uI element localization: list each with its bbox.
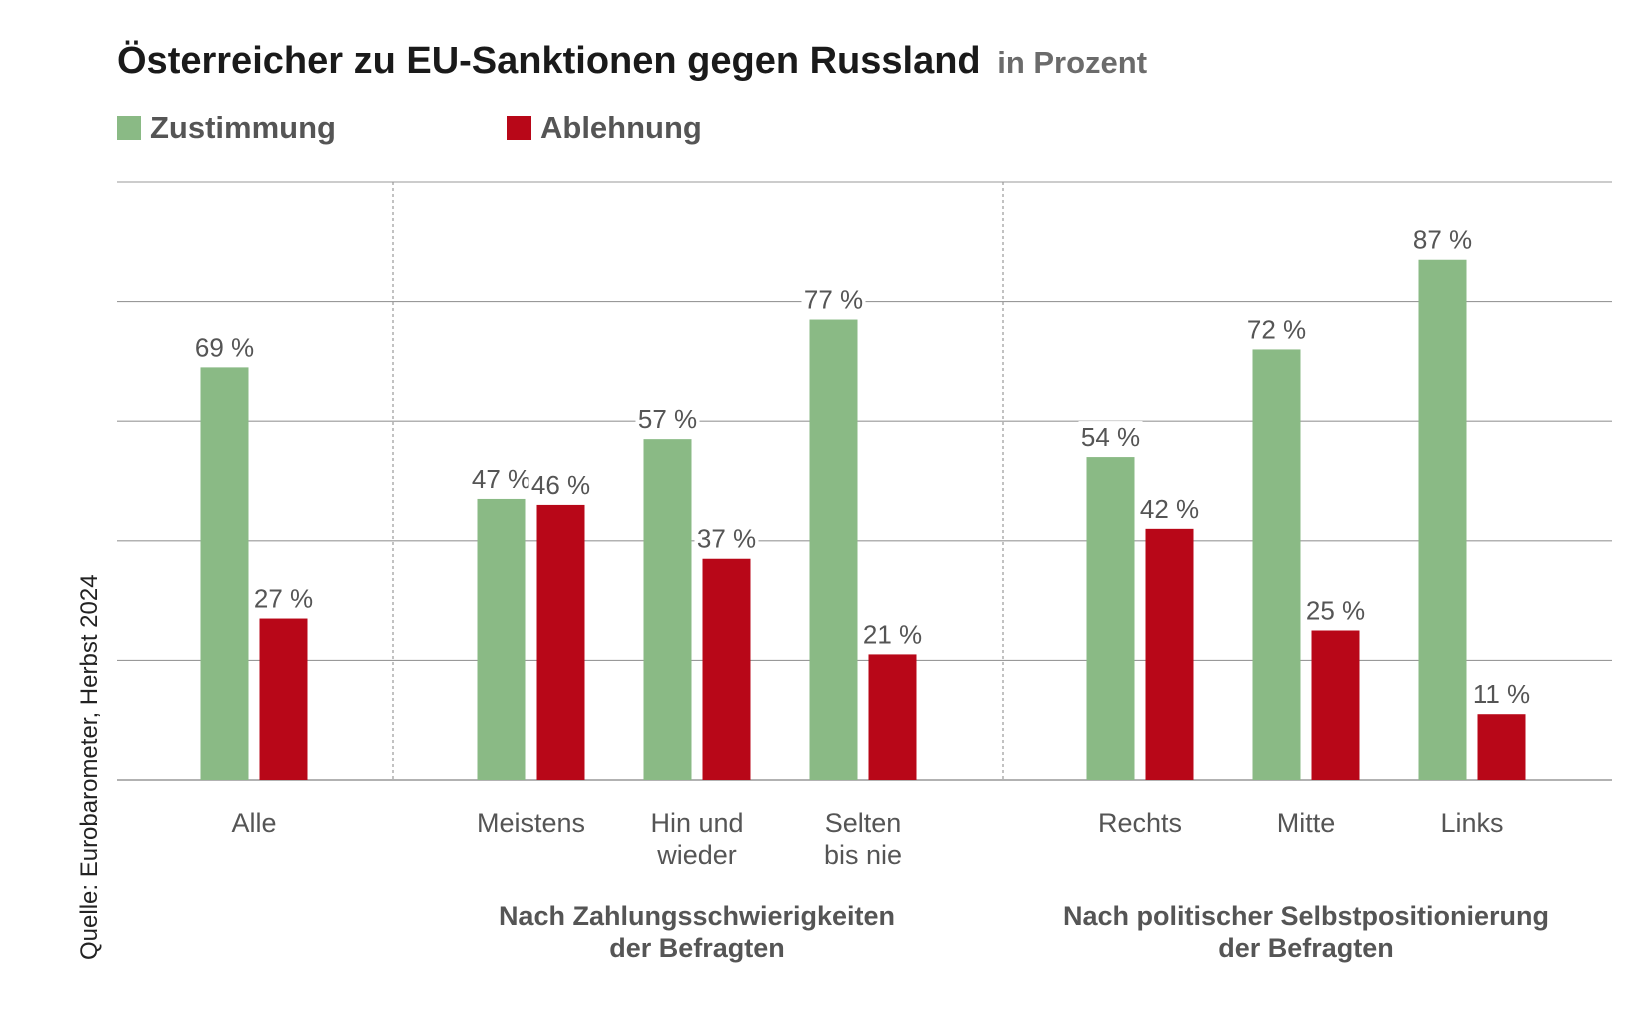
value-label-bg-ablehnung-4	[860, 618, 925, 651]
bar-ablehnung-1	[259, 618, 308, 780]
value-label-ablehnung-3: 37 %	[697, 524, 756, 554]
group-label-1-line-2: der Befragten	[609, 933, 785, 963]
value-label-bg-zustimmung-6	[1244, 313, 1309, 346]
value-label-bg-zustimmung-7	[1410, 223, 1475, 256]
x-tick-label-2-line-1: Meistens	[477, 808, 585, 838]
x-tick-label-4-line-2: bis nie	[824, 840, 902, 870]
legend-item-zustimmung: Zustimmung	[117, 110, 336, 146]
value-label-ablehnung-1: 27 %	[254, 584, 313, 614]
source-note: Quelle: Eurobarometer, Herbst 2024	[76, 574, 103, 960]
bar-ablehnung-5	[1145, 528, 1194, 780]
bar-zustimmung-6	[1252, 349, 1301, 780]
value-label-zustimmung-1: 69 %	[195, 332, 254, 362]
x-tick-label-5-line-1: Rechts	[1098, 808, 1182, 838]
bar-ablehnung-7	[1477, 714, 1526, 780]
bar-zustimmung-2	[477, 498, 526, 780]
value-label-ablehnung-6: 25 %	[1306, 596, 1365, 626]
value-label-bg-ablehnung-1	[251, 582, 316, 615]
value-label-zustimmung-4: 77 %	[804, 285, 863, 315]
value-label-bg-ablehnung-6	[1303, 594, 1368, 627]
legend-item-ablehnung: Ablehnung	[507, 110, 702, 146]
x-tick-label-3-line-2: wieder	[656, 840, 737, 870]
value-label-bg-zustimmung-2	[469, 462, 534, 495]
value-label-zustimmung-6: 72 %	[1247, 314, 1306, 344]
value-label-bg-ablehnung-5	[1137, 492, 1202, 525]
value-label-zustimmung-7: 87 %	[1413, 225, 1472, 255]
value-label-ablehnung-2: 46 %	[531, 470, 590, 500]
chart-title-unit: in Prozent	[997, 45, 1148, 80]
value-label-ablehnung-7: 11 %	[1473, 679, 1530, 709]
group-label-1-line-1: Nach Zahlungsschwierigkeiten	[499, 901, 895, 931]
x-tick-label-4-line-1: Selten	[825, 808, 902, 838]
value-label-zustimmung-3: 57 %	[638, 404, 697, 434]
bar-zustimmung-4	[809, 319, 858, 780]
group-label-2-line-1: Nach politischer Selbstpositionierung	[1063, 901, 1549, 931]
value-label-bg-zustimmung-3	[635, 403, 700, 436]
bar-zustimmung-7	[1418, 259, 1467, 780]
value-label-ablehnung-5: 42 %	[1140, 494, 1199, 524]
bar-ablehnung-2	[536, 504, 585, 780]
legend-label-zustimmung: Zustimmung	[150, 110, 336, 145]
x-tick-label-3-line-1: Hin und	[650, 808, 743, 838]
chart-title-text: Österreicher zu EU-Sanktionen gegen Russ…	[117, 40, 981, 82]
x-tick-label-1-line-1: Alle	[231, 808, 276, 838]
x-tick-label-6-line-1: Mitte	[1277, 808, 1336, 838]
value-label-bg-zustimmung-1	[192, 331, 257, 364]
bar-zustimmung-3	[643, 439, 692, 780]
bar-ablehnung-4	[868, 654, 917, 780]
value-label-zustimmung-2: 47 %	[472, 464, 531, 494]
bar-ablehnung-6	[1311, 630, 1360, 780]
group-label-2-line-2: der Befragten	[1218, 933, 1394, 963]
value-label-ablehnung-4: 21 %	[863, 619, 922, 649]
x-tick-label-7-line-1: Links	[1440, 808, 1503, 838]
legend-label-ablehnung: Ablehnung	[540, 110, 702, 145]
chart-title: Österreicher zu EU-Sanktionen gegen Russ…	[117, 40, 1147, 83]
value-label-bg-ablehnung-2	[528, 468, 593, 501]
legend-swatch-zustimmung	[117, 116, 141, 140]
bar-zustimmung-1	[200, 367, 249, 780]
bar-ablehnung-3	[702, 558, 751, 780]
value-label-bg-ablehnung-3	[694, 522, 759, 555]
value-label-bg-zustimmung-5	[1078, 421, 1143, 454]
value-label-bg-zustimmung-4	[801, 283, 866, 316]
bar-zustimmung-5	[1086, 457, 1135, 780]
value-label-bg-ablehnung-7	[1469, 678, 1534, 711]
value-label-zustimmung-5: 54 %	[1081, 422, 1140, 452]
legend-swatch-ablehnung	[507, 116, 531, 140]
